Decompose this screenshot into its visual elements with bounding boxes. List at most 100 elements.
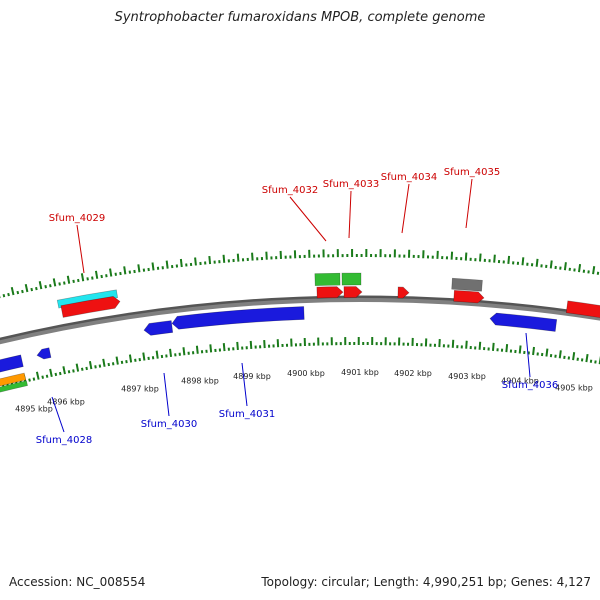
forward-tick (507, 255, 511, 264)
gene-feature-blue (171, 306, 305, 330)
forward-tick (521, 257, 525, 266)
reverse-tick (249, 340, 253, 349)
reverse-tick (72, 369, 75, 373)
forward-tick (72, 279, 75, 283)
forward-tick (24, 283, 29, 293)
forward-tick (464, 252, 468, 261)
genome-stats-text: Topology: circular; Length: 4,990,251 bp… (261, 575, 591, 589)
leader-line (348, 190, 352, 239)
reverse-tick (572, 352, 576, 361)
gene-feature-blue (0, 354, 24, 373)
gene-feature-blue (143, 320, 174, 336)
forward-tick (10, 286, 15, 296)
reverse-tick (115, 356, 119, 365)
scale-label: 4897 kbp (121, 384, 159, 393)
forward-tick (58, 282, 61, 286)
scale-label: 4896 kbp (47, 397, 85, 406)
scale-label: 4903 kbp (448, 372, 486, 381)
forward-tick (208, 255, 212, 265)
reverse-tick (222, 343, 226, 352)
leader-line (401, 183, 410, 234)
reverse-tick (585, 354, 589, 363)
reverse-tick (532, 346, 535, 356)
reverse-tick (465, 340, 468, 349)
reverse-tick (195, 345, 199, 354)
forward-tick (16, 290, 20, 295)
reverse-tick (169, 348, 173, 357)
leader-line (76, 224, 85, 274)
reverse-tick (67, 370, 71, 374)
gene-label-forward: Sfum_4029 (49, 213, 105, 224)
map-title: Syntrophobacter fumaroxidans MPOB, compl… (114, 10, 486, 25)
forward-tick (30, 287, 34, 292)
gene-feature-orange (0, 372, 27, 387)
forward-tick (535, 258, 539, 267)
reverse-tick (558, 350, 562, 359)
forward-tick (222, 254, 226, 263)
reverse-tick (98, 364, 102, 368)
forward-tick (123, 266, 127, 275)
gene-label-reverse: Sfum_4036 (502, 380, 558, 391)
gene-label-reverse: Sfum_4031 (219, 409, 275, 420)
leader-line (525, 332, 531, 378)
forward-tick (80, 273, 85, 282)
accession-text: Accession: NC_008554 (9, 575, 146, 589)
scale-label: 4901 kbp (341, 368, 379, 377)
reverse-tick (478, 341, 482, 350)
forward-tick (7, 292, 10, 297)
gene-feature-red (316, 286, 344, 299)
gene-feature-blue (489, 312, 558, 332)
reverse-tick (263, 339, 266, 349)
forward-tick (563, 262, 567, 271)
scale-label: 4900 kbp (287, 369, 325, 378)
reverse-tick (45, 374, 49, 378)
forward-tick (21, 289, 24, 294)
forward-tick (86, 277, 89, 281)
gene-feature-red (453, 290, 485, 304)
reverse-tick (62, 366, 66, 375)
gene-feature-red (60, 296, 121, 318)
forward-tick (94, 270, 99, 279)
forward-tick (592, 266, 596, 275)
forward-tick (478, 253, 482, 262)
forward-tick (109, 268, 113, 277)
gene-feature-green (314, 272, 341, 286)
gene-label-forward: Sfum_4032 (262, 185, 318, 196)
forward-tick (66, 275, 71, 284)
reverse-tick (491, 342, 495, 351)
reverse-tick (88, 361, 93, 370)
reverse-tick (236, 341, 239, 351)
forward-tick (63, 281, 66, 285)
reverse-tick (102, 358, 106, 367)
gene-feature-blue (36, 347, 52, 360)
forward-tick (165, 260, 169, 269)
gene-label-reverse: Sfum_4030 (141, 419, 197, 430)
gene-label-forward: Sfum_4034 (381, 172, 437, 183)
reverse-tick (32, 377, 36, 381)
reverse-tick (49, 368, 53, 377)
gene-label-forward: Sfum_4035 (444, 167, 500, 178)
reverse-tick (545, 348, 549, 357)
leader-line (51, 396, 65, 433)
backbone (0, 298, 600, 345)
scale-label: 4902 kbp (394, 369, 432, 378)
reverse-tick (35, 371, 40, 380)
scale-label: 4898 kbp (181, 377, 219, 386)
scale-label: 4904 kbp (501, 377, 539, 386)
reverse-tick (58, 371, 62, 376)
forward-tick (179, 258, 183, 268)
forward-tick (77, 278, 80, 283)
reverse-tick (209, 344, 213, 353)
gene-label-forward: Sfum_4033 (323, 179, 379, 190)
reverse-tick (142, 352, 146, 361)
reverse-tick (182, 347, 186, 356)
scale-label: 4895 kbp (15, 404, 53, 413)
gene-feature-red (343, 286, 363, 298)
reverse-tick (94, 365, 97, 369)
reverse-tick (85, 366, 88, 371)
gene-feature-green (341, 272, 362, 286)
gene-feature-red (565, 300, 600, 318)
forward-tick (577, 264, 582, 273)
forward-tick (549, 260, 553, 269)
gene-feature-gray (451, 277, 483, 292)
